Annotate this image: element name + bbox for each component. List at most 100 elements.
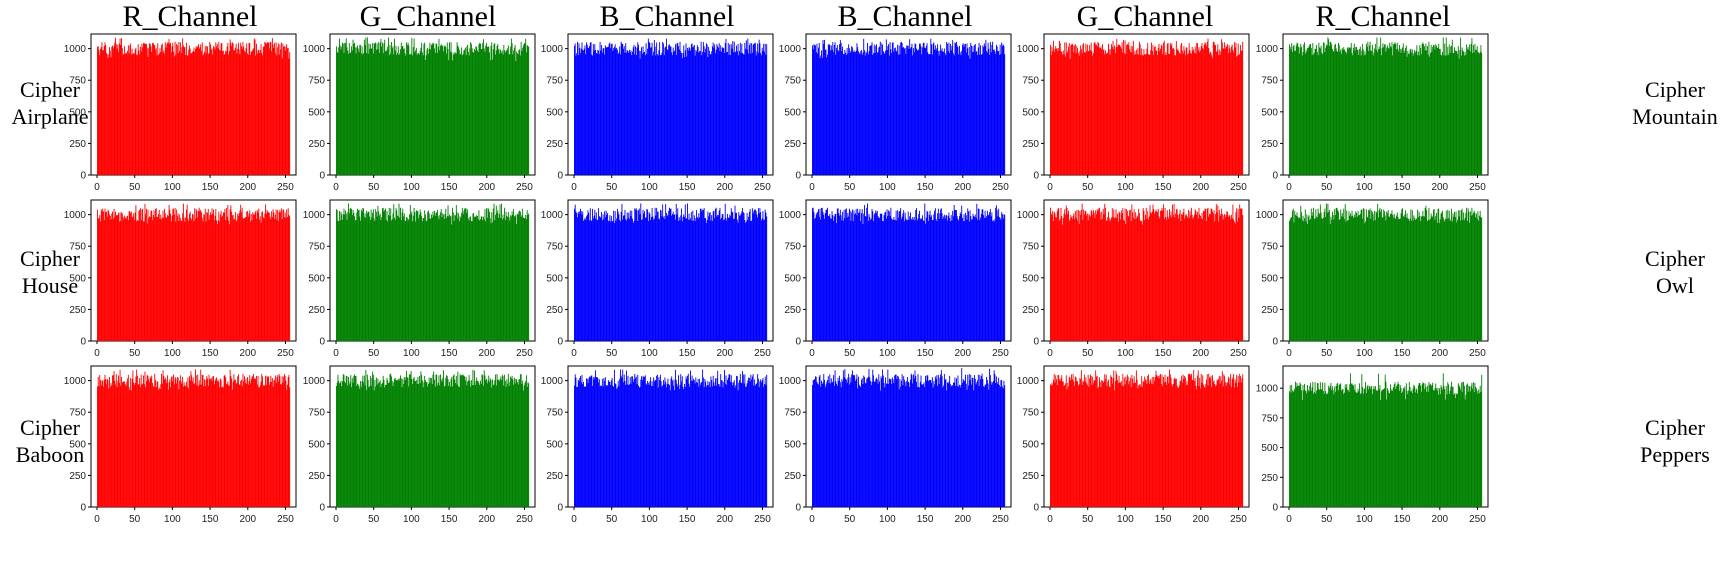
histogram-bar [211, 380, 213, 507]
histogram-bar [191, 381, 193, 507]
histogram-bar [182, 38, 184, 176]
histogram-bar [1414, 217, 1416, 341]
histogram-bar [1108, 49, 1110, 175]
histogram-bar [1459, 210, 1461, 341]
histogram-bar [848, 44, 850, 176]
histogram-bar [158, 387, 160, 507]
histogram-bar [969, 210, 971, 341]
histogram-bar [1230, 214, 1232, 341]
histogram-bar [256, 384, 258, 507]
histogram-bar [1065, 56, 1066, 175]
histogram-bar [945, 379, 947, 507]
histogram-bar [977, 219, 979, 341]
histogram-bar [360, 45, 362, 176]
histogram-bar [1316, 216, 1318, 341]
histogram-bar [613, 222, 615, 341]
histogram-bar [944, 379, 946, 507]
histogram-bar [208, 219, 210, 341]
histogram-bar [241, 212, 242, 341]
histogram-bar [733, 41, 735, 175]
histogram-bar [271, 51, 273, 175]
histogram-bar [449, 386, 451, 507]
histogram-bar [580, 48, 582, 175]
y-tick-label: 1000 [1256, 210, 1279, 221]
histogram-bar [282, 210, 284, 341]
histogram-bar [507, 373, 509, 507]
histogram-bar [1230, 46, 1232, 176]
histogram-bar [446, 42, 448, 175]
histogram-bar [902, 47, 904, 175]
histogram-bar [1474, 212, 1476, 341]
histogram-bar [1214, 221, 1216, 341]
y-tick-label: 750 [308, 408, 325, 419]
histogram-bar [1151, 51, 1153, 175]
histogram-bar [699, 51, 701, 175]
histogram-bar [584, 217, 586, 341]
histogram-bar [1153, 54, 1155, 175]
histogram-bar [1466, 48, 1468, 175]
histogram-bar [136, 369, 138, 507]
histogram-bar [377, 49, 379, 175]
histogram-bar [177, 377, 179, 507]
histogram-bar [963, 214, 965, 341]
histogram-bar [949, 384, 951, 507]
histogram-bar [504, 52, 506, 176]
histogram-bar [408, 45, 410, 175]
histogram-bar [1224, 376, 1226, 507]
histogram-bar [140, 374, 142, 507]
histogram-bar [1216, 379, 1218, 507]
histogram-bar [1060, 208, 1062, 341]
histogram-bar [499, 379, 501, 507]
histogram-bar [1334, 386, 1336, 507]
histogram-bar [742, 53, 744, 175]
x-tick-label: 150 [1155, 182, 1172, 193]
x-tick-label: 200 [1431, 182, 1448, 193]
histogram-bar [264, 41, 266, 176]
histogram-bar [268, 212, 270, 341]
histogram-bar [968, 46, 970, 175]
histogram-bar [1089, 215, 1091, 341]
histogram-bar [1209, 214, 1211, 341]
histogram-bar [1475, 217, 1477, 341]
histogram-bar [891, 219, 893, 341]
histogram-bar [439, 385, 441, 507]
histogram-bar [690, 380, 692, 507]
histogram-bar [1376, 37, 1378, 175]
histogram-bar [933, 214, 935, 341]
histogram-bar [522, 208, 524, 341]
histogram-bar [629, 384, 630, 507]
histogram-bar [522, 390, 524, 507]
histogram-bar [723, 381, 725, 507]
y-tick-label: 0 [319, 503, 325, 514]
histogram-bar [139, 386, 141, 507]
histogram-bar [915, 210, 917, 341]
histogram-bar [1072, 373, 1074, 507]
histogram-bar [1081, 203, 1083, 341]
row-label-cipher-baboon: Cipher Baboon [0, 414, 100, 468]
histogram-bar [1398, 51, 1400, 176]
histogram-bar [682, 216, 684, 341]
histogram-bar [276, 55, 278, 175]
histogram-bar [1415, 50, 1417, 175]
y-tick-label: 750 [1261, 76, 1278, 87]
histogram-bar [820, 386, 822, 507]
histogram-bar [161, 217, 163, 341]
histogram-bar [846, 217, 848, 341]
histogram-bar [1395, 388, 1397, 507]
histogram-bar [638, 385, 639, 507]
histogram-bar [654, 46, 656, 175]
histogram-bar [838, 380, 840, 507]
histogram-bar [480, 219, 481, 341]
histogram-bar [935, 378, 937, 507]
histogram-bar [454, 379, 456, 507]
histogram-bar [444, 385, 446, 507]
histogram-bar [1326, 212, 1328, 341]
histogram-bar [411, 37, 413, 175]
histogram-bar [256, 53, 258, 175]
histogram-bar [867, 376, 869, 507]
histogram-bar [367, 379, 369, 507]
histogram-bar [1334, 43, 1336, 175]
histogram-bar [118, 212, 120, 341]
histogram-bar [705, 386, 707, 507]
histogram-bar [719, 386, 721, 507]
